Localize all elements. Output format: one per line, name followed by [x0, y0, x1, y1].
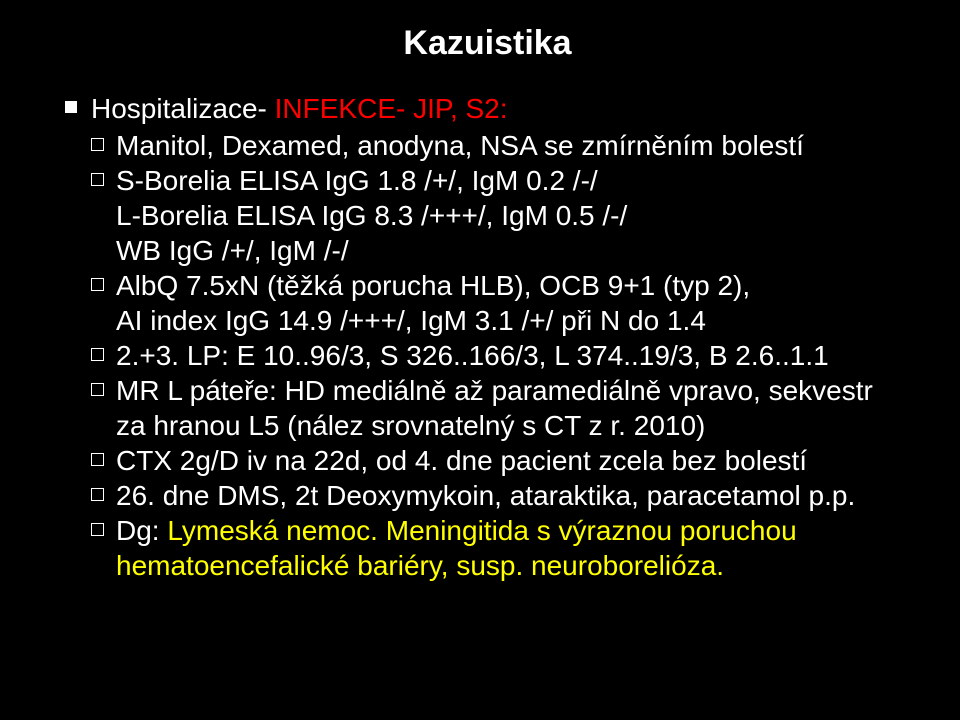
item-text: S-Borelia ELISA IgG 1.8 /+/, IgM 0.2 /-/: [116, 163, 598, 198]
slide-title: Kazuistika: [65, 24, 910, 63]
top-prefix: Hospitalizace-: [91, 93, 275, 124]
list-item: Dg: Lymeská nemoc. Meningitida s výrazno…: [91, 513, 910, 583]
item-continuation: AI index IgG 14.9 /+++/, IgM 3.1 /+/ při…: [116, 303, 910, 338]
diagnosis-line: Dg: Lymeská nemoc. Meningitida s výrazno…: [116, 513, 910, 583]
open-square-icon: [91, 453, 104, 466]
open-square-icon: [91, 278, 104, 291]
list-item: 2.+3. LP: E 10..96/3, S 326..166/3, L 37…: [91, 338, 910, 373]
item-continuation: WB IgG /+/, IgM /-/: [116, 233, 910, 268]
top-line: Hospitalizace- INFEKCE- JIP, S2:: [91, 91, 508, 126]
list-item: Manitol, Dexamed, anodyna, NSA se zmírně…: [91, 128, 910, 163]
dg-highlight: Lymeská nemoc. Meningitida s výraznou po…: [116, 515, 797, 581]
list-item: S-Borelia ELISA IgG 1.8 /+/, IgM 0.2 /-/: [91, 163, 910, 198]
item-text: CTX 2g/D iv na 22d, od 4. dne pacient zc…: [116, 443, 807, 478]
open-square-icon: [91, 523, 104, 536]
list-item: MR L páteře: HD mediálně až paramediálně…: [91, 373, 910, 443]
open-square-icon: [91, 138, 104, 151]
list-item: 26. dne DMS, 2t Deoxymykoin, ataraktika,…: [91, 478, 910, 513]
open-square-icon: [91, 383, 104, 396]
open-square-icon: [91, 488, 104, 501]
item-text: Manitol, Dexamed, anodyna, NSA se zmírně…: [116, 128, 804, 163]
filled-square-icon: [65, 101, 77, 113]
list-item: CTX 2g/D iv na 22d, od 4. dne pacient zc…: [91, 443, 910, 478]
item-text: 26. dne DMS, 2t Deoxymykoin, ataraktika,…: [116, 478, 855, 513]
item-text: 2.+3. LP: E 10..96/3, S 326..166/3, L 37…: [116, 338, 829, 373]
item-text: AlbQ 7.5xN (těžká porucha HLB), OCB 9+1 …: [116, 268, 750, 303]
slide: Kazuistika Hospitalizace- INFEKCE- JIP, …: [0, 0, 960, 720]
top-bullet: Hospitalizace- INFEKCE- JIP, S2:: [65, 91, 910, 126]
sub-list: Manitol, Dexamed, anodyna, NSA se zmírně…: [91, 128, 910, 583]
list-item: AlbQ 7.5xN (těžká porucha HLB), OCB 9+1 …: [91, 268, 910, 303]
item-continuation: L-Borelia ELISA IgG 8.3 /+++/, IgM 0.5 /…: [116, 198, 910, 233]
open-square-icon: [91, 348, 104, 361]
open-square-icon: [91, 173, 104, 186]
top-highlight: INFEKCE- JIP, S2:: [275, 93, 508, 124]
item-text: MR L páteře: HD mediálně až paramediálně…: [116, 373, 910, 443]
dg-prefix: Dg:: [116, 515, 167, 546]
